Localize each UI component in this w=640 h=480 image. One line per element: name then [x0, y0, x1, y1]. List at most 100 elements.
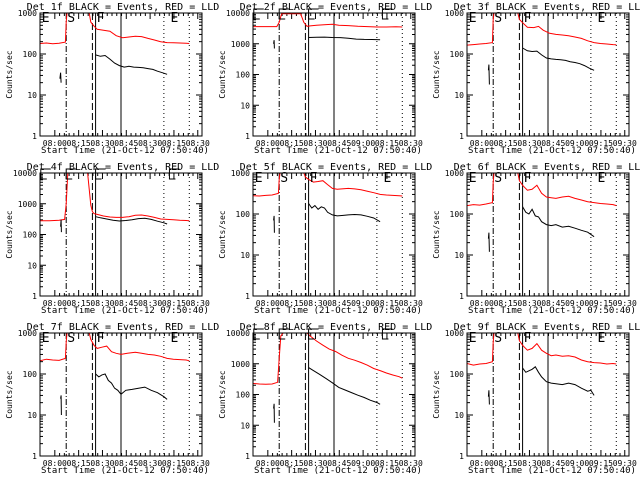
y-tick-label: 1 — [245, 452, 250, 461]
y-axis-label: Counts/sec — [5, 210, 14, 258]
y-tick-label: 1000 — [445, 9, 464, 18]
y-axis-label: Counts/sec — [218, 50, 227, 98]
marker-bracket-f — [308, 328, 319, 340]
series-events-pre — [487, 390, 490, 405]
marker-bracket-e — [253, 328, 264, 340]
chart-panel-6: Det 6f BLACK = Events, RED = LLD Counts/s… — [432, 162, 640, 316]
marker-label-f: F — [524, 331, 532, 346]
y-tick-label: 1 — [32, 292, 37, 301]
x-tick-label: 08:15 — [162, 299, 186, 308]
marker-label-e: E — [42, 11, 50, 26]
x-tick-label: 08:00 — [256, 139, 280, 148]
series-group — [253, 173, 403, 233]
x-tick-label: 09:00 — [351, 459, 375, 468]
y-tick-label: 1000 — [18, 329, 37, 338]
x-tick-label: 08:30 — [303, 139, 327, 148]
x-axis-label: Start Time (21-Oct-12 07:50:40) — [468, 306, 636, 316]
plot-frame — [252, 332, 416, 457]
x-tick-label: 08:45 — [114, 459, 138, 468]
marker-bracket-e — [381, 8, 393, 20]
y-tick-label: 1 — [459, 132, 464, 141]
series-events — [522, 366, 595, 396]
x-axis-label: Start Time (21-Oct-12 07:50:40) — [254, 306, 422, 316]
y-tick-label: 10 — [27, 261, 37, 270]
chart-panel-5: Det 5f BLACK = Events, RED = LLD Counts/s… — [218, 162, 432, 316]
marker-label-s: S — [280, 171, 288, 186]
y-tick-label: 10000 — [226, 329, 250, 338]
y-tick-label: 10 — [240, 251, 250, 260]
series-events — [95, 216, 168, 225]
marker-bracket-e — [40, 168, 51, 180]
x-axis-label: Start Time (21-Oct-12 07:50:40) — [254, 466, 422, 476]
y-tick-label: 100 — [236, 210, 251, 219]
x-tick-label: 09:00 — [565, 459, 589, 468]
plot-frame — [252, 12, 416, 137]
chart-title: Det 8f BLACK = Events, RED = LLD — [240, 322, 433, 333]
plot-frame — [466, 332, 630, 457]
y-tick-label: 10 — [27, 91, 37, 100]
chart-panel-2: Det 2f BLACK = Events, RED = LLD Counts/s… — [218, 2, 432, 156]
series-events-pre — [60, 219, 62, 233]
y-tick-label: 100 — [23, 50, 38, 59]
x-tick-label: 08:15 — [67, 139, 91, 148]
chart-panel-9: Det 9f BLACK = Events, RED = LLD Counts/s… — [432, 322, 640, 476]
x-tick-label: 08:15 — [67, 459, 91, 468]
chart-panel-3: Det 3f BLACK = Events, RED = LLD Counts/s… — [432, 2, 640, 156]
y-tick-label: 100 — [450, 370, 465, 379]
marker-label-f: F — [97, 11, 105, 26]
chart-title: Det 6f BLACK = Events, RED = LLD — [454, 162, 640, 173]
series-events-pre — [487, 64, 490, 85]
marker-label-e: E — [469, 11, 477, 26]
series-lld — [40, 333, 190, 362]
chart-panel-1: Det 1f BLACK = Events, RED = LLD Counts/s… — [5, 2, 219, 156]
plot-frame — [39, 172, 203, 297]
chart-title: Det 2f BLACK = Events, RED = LLD — [240, 2, 433, 13]
x-tick-label: 08:30 — [399, 139, 423, 148]
x-tick-label: 08:30 — [138, 459, 162, 468]
series-events-pre — [273, 40, 275, 49]
y-tick-label: 1 — [32, 452, 37, 461]
y-tick-label: 1000 — [231, 169, 250, 178]
x-tick-label: 09:15 — [589, 459, 613, 468]
x-tick-label: 08:30 — [90, 299, 114, 308]
series-lld — [467, 173, 617, 207]
y-tick-label: 1000 — [231, 360, 250, 369]
x-tick-label: 08:30 — [399, 299, 423, 308]
series-events — [522, 206, 595, 238]
marker-bracket-e — [168, 168, 180, 180]
x-tick-label: 09:30 — [613, 299, 637, 308]
y-axis-label: Counts/sec — [218, 210, 227, 258]
x-tick-label: 09:30 — [613, 459, 637, 468]
y-tick-label: 100 — [450, 50, 465, 59]
series-group — [253, 333, 403, 423]
series-events — [308, 36, 381, 41]
chart-title: Det 7f BLACK = Events, RED = LLD — [27, 322, 220, 333]
y-tick-label: 1000 — [18, 9, 37, 18]
marker-label-s: S — [67, 331, 75, 346]
marker-label-e: E — [255, 171, 263, 186]
x-tick-label: 08:45 — [114, 299, 138, 308]
x-tick-label: 08:45 — [114, 139, 138, 148]
x-tick-label: 09:30 — [613, 139, 637, 148]
x-tick-label: 08:45 — [541, 299, 565, 308]
x-tick-label: 08:00 — [43, 139, 67, 148]
plot-frame — [39, 12, 203, 137]
series-group — [40, 173, 190, 233]
y-tick-label: 1 — [32, 132, 37, 141]
series-lld — [253, 13, 403, 28]
y-tick-label: 10000 — [13, 169, 37, 178]
x-tick-label: 08:00 — [256, 299, 280, 308]
y-tick-label: 1 — [245, 292, 250, 301]
x-tick-label: 08:00 — [470, 299, 494, 308]
series-group — [40, 13, 190, 83]
series-events-pre — [60, 395, 62, 416]
x-tick-label: 08:30 — [303, 459, 327, 468]
x-axis-label: Start Time (21-Oct-12 07:50:40) — [468, 466, 636, 476]
x-tick-label: 08:30 — [90, 459, 114, 468]
x-tick-label: 08:30 — [303, 299, 327, 308]
marker-label-e: E — [42, 331, 50, 346]
series-events — [308, 367, 381, 405]
series-events — [522, 47, 595, 71]
y-tick-label: 1000 — [18, 200, 37, 209]
